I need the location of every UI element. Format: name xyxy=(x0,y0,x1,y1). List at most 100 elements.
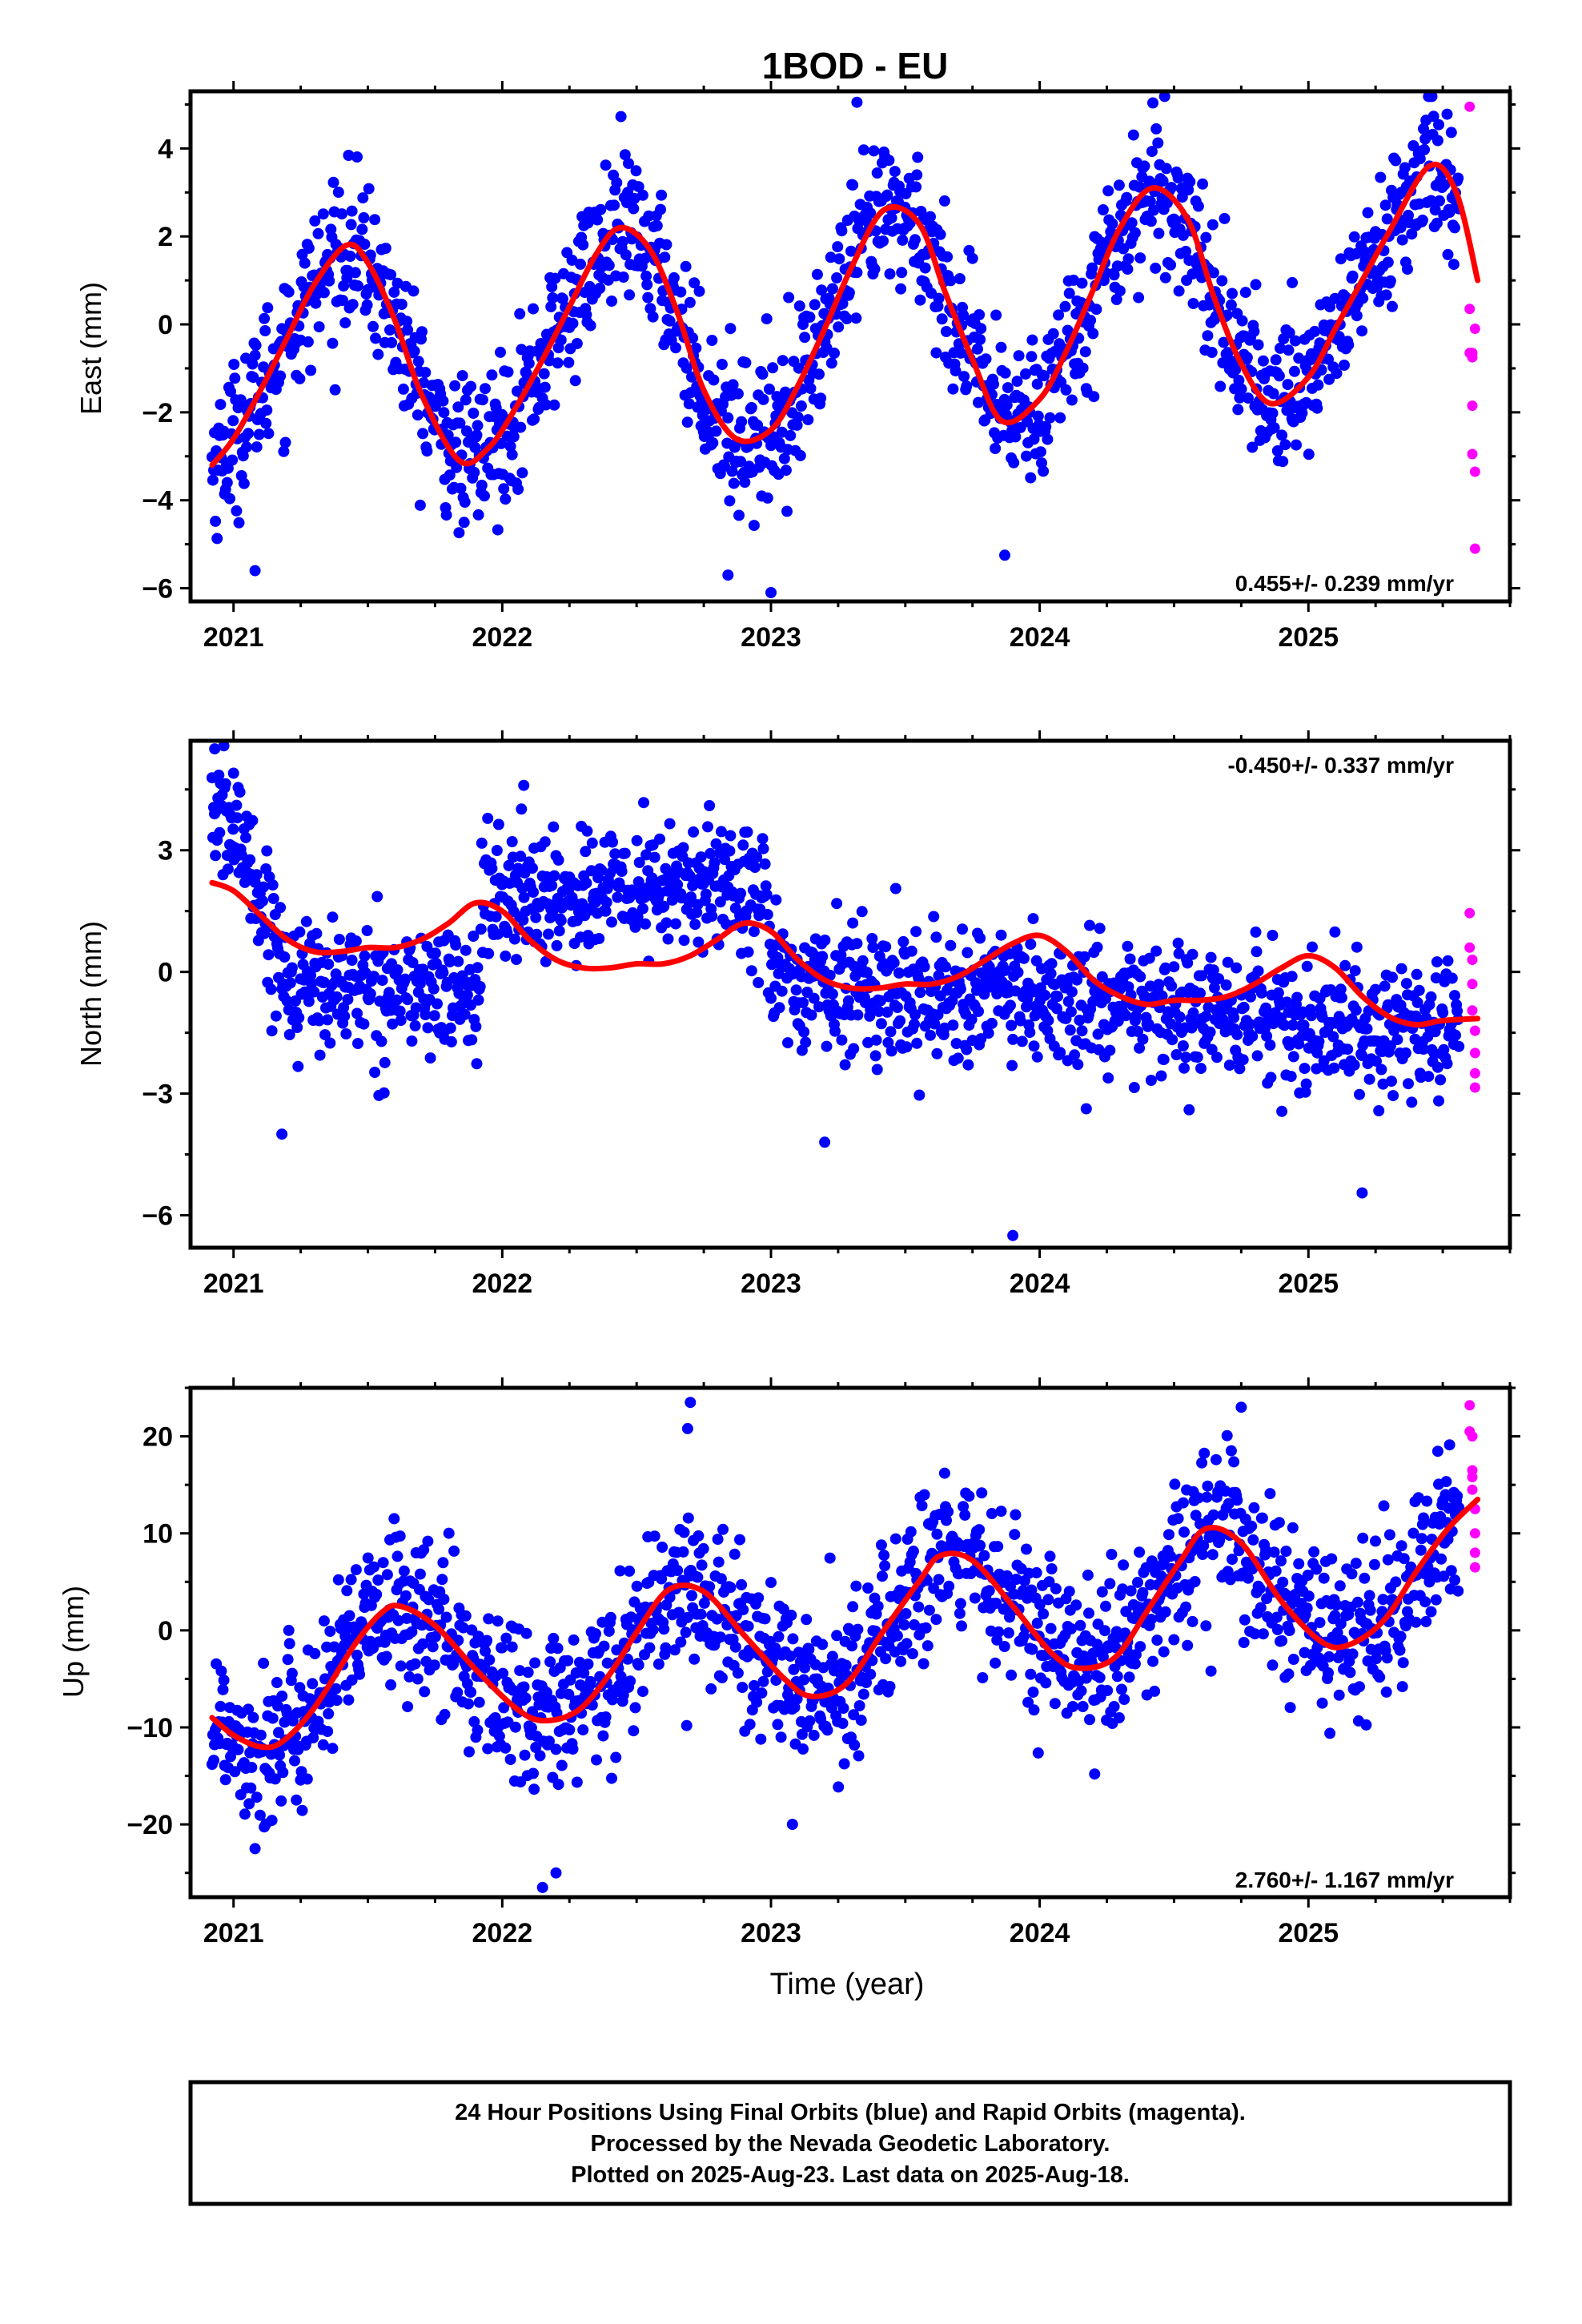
data-point xyxy=(339,1011,351,1022)
data-point xyxy=(1089,1768,1101,1780)
data-point xyxy=(1145,215,1157,227)
data-point xyxy=(551,1707,563,1719)
data-point xyxy=(1134,1546,1146,1558)
data-point xyxy=(296,1804,308,1816)
data-point xyxy=(1416,214,1428,226)
data-point xyxy=(352,1038,363,1049)
data-point xyxy=(726,465,738,477)
data-point xyxy=(1452,172,1464,184)
y-tick-label: −6 xyxy=(142,1200,173,1231)
data-point xyxy=(546,281,558,293)
data-point xyxy=(624,1675,636,1687)
data-point xyxy=(1331,1599,1343,1611)
data-point xyxy=(919,262,931,274)
data-point xyxy=(486,862,498,875)
data-point xyxy=(761,492,773,504)
data-point xyxy=(546,879,558,891)
data-point xyxy=(1032,1747,1044,1759)
data-point xyxy=(275,370,287,382)
data-point xyxy=(636,903,648,915)
data-point xyxy=(672,1565,684,1576)
data-point xyxy=(1268,422,1280,434)
data-point xyxy=(783,292,795,304)
footer-line-2: Processed by the Nevada Geodetic Laborat… xyxy=(591,2131,1110,2157)
data-point xyxy=(1293,352,1305,364)
data-point xyxy=(235,394,247,406)
data-point xyxy=(528,1783,540,1795)
data-point xyxy=(1248,325,1260,337)
data-point xyxy=(870,1034,882,1046)
data-point xyxy=(895,283,907,295)
data-point xyxy=(709,857,721,869)
data-point xyxy=(219,778,231,790)
data-point xyxy=(412,1673,424,1685)
data-point xyxy=(1026,334,1038,346)
data-point xyxy=(1047,328,1059,340)
data-point xyxy=(901,1638,913,1650)
data-point xyxy=(930,1614,942,1626)
y-axis-label: North (mm) xyxy=(74,921,107,1067)
data-point xyxy=(1152,137,1164,149)
data-point xyxy=(553,925,565,937)
data-point xyxy=(370,332,382,344)
data-point xyxy=(760,880,772,892)
data-point xyxy=(1149,1685,1161,1697)
data-point xyxy=(849,1739,861,1751)
data-point xyxy=(392,1614,404,1626)
data-point xyxy=(851,267,863,279)
data-point xyxy=(808,1729,820,1741)
data-point xyxy=(843,287,855,299)
data-point xyxy=(1453,1502,1465,1514)
data-point xyxy=(506,836,518,847)
data-point xyxy=(339,1630,351,1642)
data-point xyxy=(454,417,466,429)
data-point xyxy=(1049,1698,1061,1710)
data-point xyxy=(954,273,966,284)
data-point xyxy=(578,1667,590,1679)
data-point xyxy=(972,343,983,355)
data-point xyxy=(1160,163,1172,175)
data-point xyxy=(1178,1526,1190,1538)
data-point xyxy=(1006,1019,1018,1031)
y-axis-label: East (mm) xyxy=(74,282,107,415)
data-point xyxy=(472,509,484,521)
data-point xyxy=(1437,1007,1449,1019)
data-point xyxy=(266,1025,278,1037)
rapid-orbit-points xyxy=(1464,101,1480,554)
data-point xyxy=(528,413,540,425)
data-point xyxy=(938,1467,950,1479)
data-point xyxy=(496,1642,508,1654)
data-point xyxy=(1118,1694,1130,1705)
data-point xyxy=(433,1603,445,1615)
data-point xyxy=(664,315,676,327)
data-point xyxy=(611,177,623,189)
data-point xyxy=(889,1533,901,1545)
data-point xyxy=(664,818,676,830)
x-tick-label: 2021 xyxy=(203,622,264,653)
data-point xyxy=(713,1556,725,1568)
data-point xyxy=(990,309,1002,321)
data-point xyxy=(1411,968,1423,980)
data-point xyxy=(693,1530,705,1542)
data-point xyxy=(1230,364,1242,376)
data-point xyxy=(832,241,844,253)
data-point xyxy=(962,947,974,959)
data-point xyxy=(1273,1517,1285,1529)
data-point xyxy=(735,887,747,899)
data-point xyxy=(792,411,804,423)
data-point xyxy=(1113,1712,1125,1723)
data-point xyxy=(470,1020,482,1032)
data-point xyxy=(619,847,631,859)
data-point xyxy=(641,279,653,291)
footer-frame xyxy=(188,2080,1512,2206)
data-point xyxy=(538,368,550,380)
data-point xyxy=(420,367,432,379)
data-point xyxy=(856,906,868,918)
y-tick-label: 2 xyxy=(158,222,173,252)
data-point xyxy=(1147,97,1158,109)
data-point xyxy=(912,151,924,163)
data-point xyxy=(247,358,259,370)
rapid-point xyxy=(1467,1431,1478,1442)
data-point xyxy=(1025,939,1037,950)
data-point xyxy=(861,1677,872,1689)
